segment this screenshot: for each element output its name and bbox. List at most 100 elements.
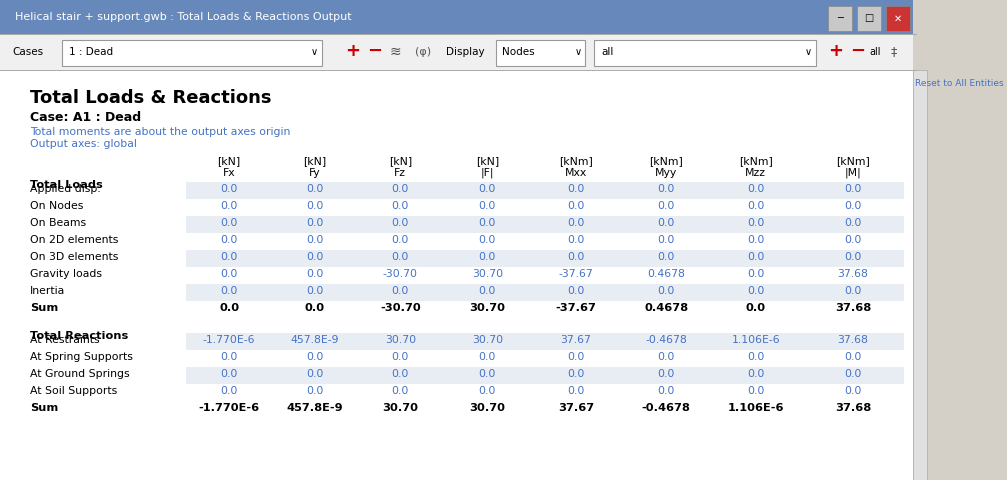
Text: 457.8E-9: 457.8E-9 [286,403,343,413]
Text: [kNm]: [kNm] [650,156,683,167]
Text: 0.0: 0.0 [478,386,496,396]
Text: 0.0: 0.0 [844,352,862,362]
Text: 0.0: 0.0 [392,286,409,296]
Text: Display: Display [446,47,484,57]
Text: 37.68: 37.68 [835,303,871,313]
Text: 0.0: 0.0 [306,218,323,228]
FancyBboxPatch shape [913,70,927,480]
Text: 0.0: 0.0 [567,252,585,262]
Text: Fy: Fy [309,168,320,178]
Text: 0.0: 0.0 [221,218,238,228]
Text: Inertia: Inertia [30,286,65,296]
Text: Sum: Sum [30,303,58,313]
Text: 0.0: 0.0 [478,286,496,296]
Text: 0.0: 0.0 [567,352,585,362]
Text: 0.0: 0.0 [747,218,764,228]
Text: 1 : Dead: 1 : Dead [69,48,114,57]
Text: -0.4678: -0.4678 [641,403,691,413]
Text: 0.0: 0.0 [392,235,409,245]
Text: (φ): (φ) [415,47,431,57]
Text: 0.0: 0.0 [844,184,862,194]
Text: 0.0: 0.0 [844,286,862,296]
Text: all: all [601,48,613,57]
Text: 1.106E-6: 1.106E-6 [731,335,780,345]
Text: [kN]: [kN] [218,156,241,167]
Text: 0.0: 0.0 [306,286,323,296]
Text: 0.0: 0.0 [221,201,238,211]
Text: □: □ [864,13,874,23]
FancyBboxPatch shape [0,34,916,70]
Text: 0.0: 0.0 [567,386,585,396]
Text: Sum: Sum [30,403,58,413]
Text: Cases: Cases [12,47,43,57]
Text: 0.0: 0.0 [221,269,238,279]
Text: 0.0: 0.0 [306,352,323,362]
Text: 0.0: 0.0 [306,235,323,245]
Text: At Spring Supports: At Spring Supports [30,352,133,362]
Text: Myy: Myy [655,168,678,178]
Text: 0.0: 0.0 [478,235,496,245]
Text: On 2D elements: On 2D elements [30,235,119,245]
Text: 0.0: 0.0 [844,369,862,379]
Text: 0.0: 0.0 [306,252,323,262]
FancyBboxPatch shape [496,40,585,66]
Text: ‡: ‡ [890,45,896,59]
Text: -30.70: -30.70 [383,269,418,279]
Text: 0.0: 0.0 [221,369,238,379]
Text: -1.770E-6: -1.770E-6 [198,403,260,413]
Text: -30.70: -30.70 [380,303,421,313]
Text: Output axes: global: Output axes: global [30,139,137,149]
Text: 30.70: 30.70 [383,403,418,413]
Text: 30.70: 30.70 [472,335,502,345]
Text: 457.8E-9: 457.8E-9 [290,335,339,345]
Text: Mxx: Mxx [565,168,587,178]
Text: 0.0: 0.0 [478,218,496,228]
Text: At Restraints: At Restraints [30,335,100,345]
Text: 0.0: 0.0 [747,352,764,362]
Text: ∨: ∨ [805,48,813,57]
FancyBboxPatch shape [186,384,904,401]
Text: |M|: |M| [845,168,861,178]
Text: 0.0: 0.0 [392,386,409,396]
Text: 0.0: 0.0 [747,184,764,194]
Text: Fz: Fz [395,168,406,178]
FancyBboxPatch shape [886,6,910,31]
Text: Helical stair + support.gwb : Total Loads & Reactions Output: Helical stair + support.gwb : Total Load… [15,12,351,22]
Text: On Nodes: On Nodes [30,201,84,211]
Text: 0.0: 0.0 [306,184,323,194]
Text: 0.0: 0.0 [658,218,675,228]
Text: 0.0: 0.0 [658,386,675,396]
FancyBboxPatch shape [186,182,904,199]
Text: 0.0: 0.0 [567,235,585,245]
Text: Reset to All Entities: Reset to All Entities [915,79,1004,88]
Text: 0.0: 0.0 [306,269,323,279]
Text: 0.4678: 0.4678 [644,303,688,313]
Text: 0.0: 0.0 [747,286,764,296]
Text: 0.0: 0.0 [747,369,764,379]
Text: 0.0: 0.0 [567,369,585,379]
Text: At Ground Springs: At Ground Springs [30,369,130,379]
Text: 0.0: 0.0 [747,252,764,262]
FancyBboxPatch shape [186,350,904,367]
Text: Fx: Fx [223,168,236,178]
Text: 1.106E-6: 1.106E-6 [727,403,784,413]
Text: 30.70: 30.70 [469,403,506,413]
Text: 0.0: 0.0 [306,386,323,396]
Text: 0.0: 0.0 [392,201,409,211]
Text: 0.0: 0.0 [567,286,585,296]
Text: +: + [828,42,843,60]
FancyBboxPatch shape [186,333,904,350]
Text: 0.0: 0.0 [746,303,765,313]
Text: 0.0: 0.0 [567,201,585,211]
Text: 0.0: 0.0 [844,201,862,211]
Text: 37.68: 37.68 [838,269,868,279]
Text: 30.70: 30.70 [469,303,506,313]
Text: ∨: ∨ [574,48,582,57]
Text: -0.4678: -0.4678 [645,335,687,345]
FancyBboxPatch shape [0,0,916,34]
Text: −: − [850,42,865,60]
Text: Total Loads & Reactions: Total Loads & Reactions [30,89,272,107]
Text: 0.0: 0.0 [392,218,409,228]
Text: 0.0: 0.0 [221,386,238,396]
Text: 0.0: 0.0 [306,201,323,211]
